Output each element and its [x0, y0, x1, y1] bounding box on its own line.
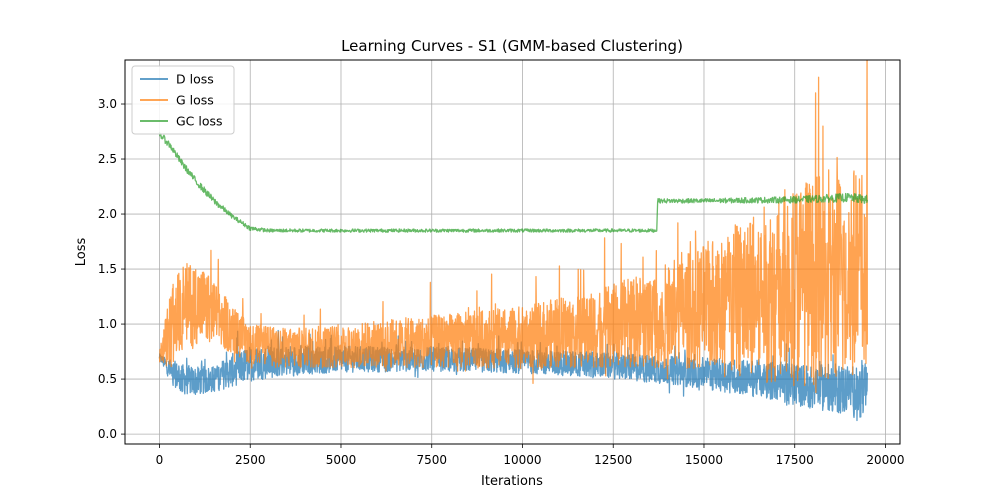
- x-axis: 0 2500 5000 7500 10000 12500 15000 17500 20000: [156, 444, 905, 467]
- legend-label: G loss: [176, 93, 214, 108]
- legend-label: D loss: [176, 72, 214, 87]
- x-tick-label: 7500: [416, 453, 447, 467]
- series-line-g-loss: [158, 60, 868, 394]
- series-layer: [158, 60, 868, 422]
- x-tick-label: 0: [156, 453, 164, 467]
- plot-frame: [124, 59, 901, 445]
- y-tick-label: 2.0: [98, 207, 117, 221]
- x-tick-label: 12500: [594, 453, 632, 467]
- legend-label: GC loss: [176, 114, 223, 129]
- y-tick-label: 1.5: [98, 262, 117, 276]
- legend: D loss G loss GC loss: [131, 65, 235, 135]
- legend-box: [131, 65, 235, 135]
- y-tick-label: 0.5: [98, 372, 117, 386]
- y-axis: 0.0 0.5 1.0 1.5 2.0 2.5 3.0: [98, 97, 125, 441]
- x-tick-label: 2500: [235, 453, 266, 467]
- x-tick-label: 17500: [776, 453, 814, 467]
- chart-title: Learning Curves - S1 (GMM-based Clusteri…: [341, 37, 683, 55]
- series-line-gc-loss: [158, 131, 868, 233]
- y-tick-label: 0.0: [98, 427, 117, 441]
- y-tick-label: 1.0: [98, 317, 117, 331]
- x-tick-label: 20000: [866, 453, 904, 467]
- y-tick-label: 2.5: [98, 152, 117, 166]
- x-tick-label: 10000: [503, 453, 541, 467]
- x-axis-label: Iterations: [481, 474, 543, 489]
- y-axis-label: Loss: [74, 238, 89, 267]
- x-tick-label: 5000: [326, 453, 357, 467]
- y-tick-label: 3.0: [98, 97, 117, 111]
- series-line-d-loss: [158, 329, 868, 422]
- x-tick-label: 15000: [685, 453, 723, 467]
